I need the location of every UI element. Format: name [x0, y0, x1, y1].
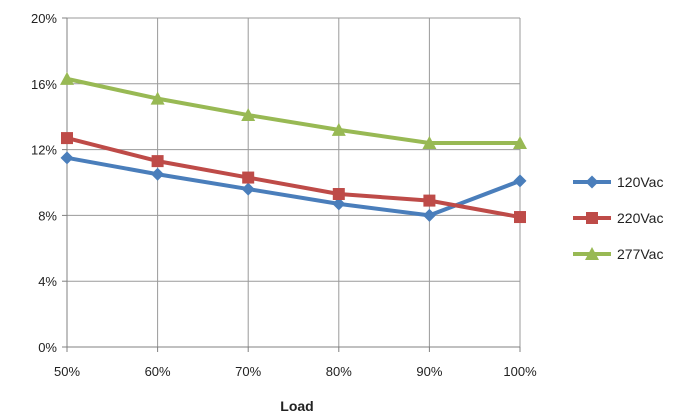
data-point-120vac: [332, 197, 346, 211]
data-point-120vac: [241, 182, 255, 196]
y-tick-label: 16%: [31, 77, 57, 92]
y-tick-label: 12%: [31, 143, 57, 158]
legend-label-220vac: 220Vac: [617, 210, 663, 226]
x-tick-label: 90%: [416, 364, 442, 379]
data-point-277vac: [331, 122, 346, 136]
series-line-120vac: [65, 155, 522, 218]
legend-label-277vac: 277Vac: [617, 246, 663, 262]
data-point-120vac: [513, 174, 527, 188]
data-point-277vac: [60, 71, 74, 85]
data-point-277vac: [513, 136, 527, 150]
x-tick-label: 60%: [145, 364, 171, 379]
data-point-220vac: [423, 194, 436, 207]
x-axis-title: Load: [280, 398, 313, 414]
y-tick-label: 20%: [31, 11, 57, 26]
x-tick-label: 100%: [503, 364, 537, 379]
legend-marker-277vac: [585, 247, 599, 260]
legend: 120Vac 220Vac 277Vac: [573, 174, 663, 262]
legend-marker-220vac: [586, 212, 598, 224]
data-point-120vac: [151, 167, 165, 181]
data-point-120vac: [60, 151, 74, 165]
data-point-220vac: [61, 132, 73, 145]
x-tick-label: 80%: [326, 364, 352, 379]
y-tick-label: 8%: [38, 208, 57, 223]
data-point-277vac: [241, 108, 256, 122]
series-group: [60, 71, 527, 224]
axes: 0% 4% 8% 12% 16% 20% 50% 60% 70% 80% 90% 100%: [31, 11, 537, 379]
grid-lines: [67, 17, 521, 347]
data-point-220vac: [514, 211, 526, 224]
legend-marker-120vac: [585, 175, 599, 189]
legend-label-120vac: 120Vac: [617, 174, 663, 190]
data-point-277vac: [422, 136, 437, 150]
y-tick-label: 4%: [38, 274, 57, 289]
x-tick-label: 50%: [54, 364, 80, 379]
data-point-220vac: [151, 155, 164, 168]
x-tick-label: 70%: [235, 364, 261, 379]
series-line-220vac: [65, 136, 522, 220]
data-point-277vac: [150, 91, 165, 105]
data-point-220vac: [332, 188, 345, 201]
data-point-120vac: [422, 208, 436, 222]
y-tick-label: 0%: [38, 340, 57, 355]
series-line-277vac: [65, 76, 522, 146]
data-point-220vac: [242, 171, 255, 184]
